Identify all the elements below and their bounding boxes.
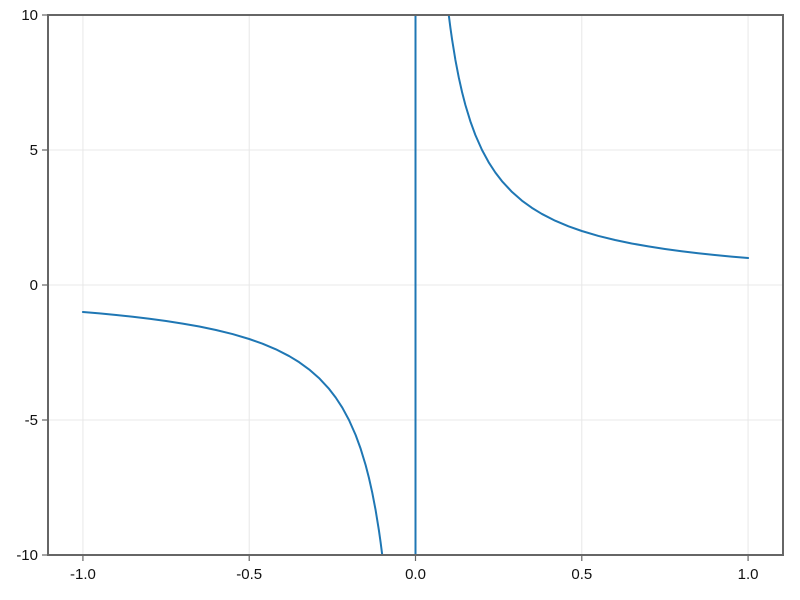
axis-frame xyxy=(47,14,784,556)
tick-marks xyxy=(42,14,749,561)
x-tick-label: 0.0 xyxy=(405,566,426,583)
y-tick-label: 10 xyxy=(21,7,38,24)
reciprocal-right-branch xyxy=(447,15,750,259)
y-tick-label: -5 xyxy=(25,412,38,429)
data-series xyxy=(81,15,750,555)
y-tick-label: 0 xyxy=(30,277,38,294)
x-tick-label: -0.5 xyxy=(236,566,262,583)
x-tick-label: -1.0 xyxy=(70,566,96,583)
x-tick-labels: -1.0 -0.5 0.0 0.5 1.0 xyxy=(70,566,759,583)
y-tick-label: 5 xyxy=(30,142,38,159)
x-tick-label: 1.0 xyxy=(738,566,759,583)
y-tick-labels: -10 -5 0 5 10 xyxy=(16,7,38,564)
reciprocal-left-branch xyxy=(81,311,384,555)
x-tick-label: 0.5 xyxy=(571,566,592,583)
y-tick-label: -10 xyxy=(16,547,38,564)
